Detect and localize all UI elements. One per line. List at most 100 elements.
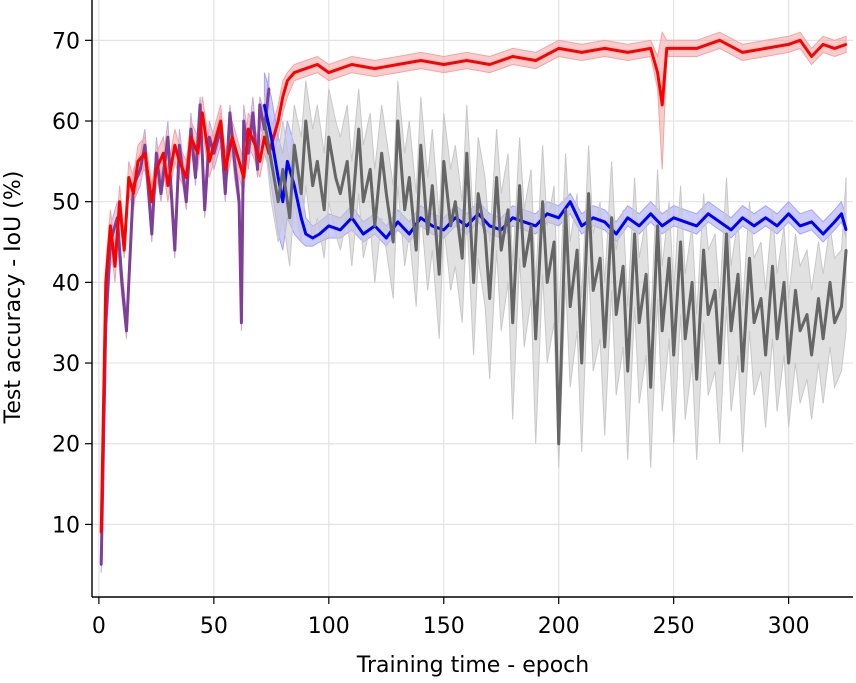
series-2-point-9	[318, 232, 321, 236]
series-1-point-18	[196, 152, 199, 155]
y-tick-label-1: 20	[52, 433, 80, 458]
series-3-point-28	[426, 232, 429, 236]
series-1-point-8	[136, 160, 140, 163]
y-tick-label-3: 40	[52, 271, 80, 296]
series-3-point-5	[293, 144, 296, 147]
series-1-point-63	[798, 39, 802, 42]
series-1-point-41	[373, 67, 376, 70]
series-1-point-38	[316, 63, 319, 66]
series-0-point-17	[194, 176, 197, 179]
series-2-point-4	[286, 160, 289, 163]
series-1-point-16	[185, 176, 188, 179]
series-1-point-22	[219, 119, 222, 123]
series-1-point-57	[672, 47, 675, 50]
series-3-point-88	[771, 265, 774, 268]
x-tick-label-4: 200	[538, 614, 580, 639]
series-2-point-35	[615, 232, 618, 236]
series-3-point-15	[350, 216, 353, 219]
series-3-point-31	[442, 160, 445, 163]
series-3-point-56	[587, 192, 590, 195]
series-1-point-56	[665, 47, 668, 50]
series-0-point-15	[185, 200, 188, 203]
series-3-point-48	[541, 200, 544, 203]
series-2-point-33	[592, 216, 595, 219]
series-3-point-26	[415, 248, 418, 252]
series-1-point-28	[254, 144, 257, 147]
series-1-point-33	[277, 119, 280, 123]
y-axis-label: Test accuracy - IoU (%)	[1, 171, 26, 425]
series-1-point-9	[143, 152, 147, 155]
series-2-point-20	[442, 228, 445, 232]
series-2-point-52	[810, 220, 813, 224]
series-0-point-8	[143, 144, 147, 147]
series-3-point-75	[695, 378, 698, 381]
series-3-point-22	[392, 240, 395, 244]
series-1-point-47	[511, 55, 514, 58]
series-2-point-56	[844, 228, 848, 232]
series-2-point-7	[304, 232, 307, 236]
series-3-point-19	[373, 224, 376, 228]
series-0-point-23	[224, 192, 227, 195]
series-2-point-50	[787, 212, 790, 215]
series-2-point-19	[431, 224, 434, 228]
series-3-point-2	[277, 200, 280, 203]
series-3-point-16	[357, 127, 360, 131]
x-tick-label-6: 300	[768, 614, 810, 639]
series-3-point-73	[684, 337, 687, 340]
series-1-point-49	[557, 47, 560, 50]
series-3-point-67	[649, 386, 652, 389]
series-1-point-0	[100, 531, 103, 534]
series-3-point-11	[327, 135, 330, 139]
series-1-point-36	[293, 71, 296, 74]
series-3-point-40	[495, 176, 498, 179]
series-2-point-15	[385, 236, 388, 240]
series-2-point-53	[821, 232, 825, 236]
series-0-point-13	[173, 248, 176, 252]
series-1-point-40	[350, 63, 353, 66]
series-2-point-1	[270, 135, 273, 139]
series-3-point-13	[339, 192, 342, 195]
series-0-point-11	[159, 192, 163, 195]
series-1-point-48	[534, 59, 537, 62]
y-tick-label-5: 60	[52, 110, 80, 135]
x-tick-label-2: 100	[308, 614, 350, 639]
series-3-point-47	[534, 337, 537, 340]
series-2-point-37	[638, 224, 641, 228]
series-3-point-101	[844, 248, 848, 252]
series-3-point-81	[729, 329, 733, 332]
series-3-point-93	[798, 329, 802, 332]
series-0-point-27	[240, 321, 243, 324]
series-3-point-52	[564, 208, 567, 211]
series-1-point-20	[208, 160, 211, 163]
series-1-point-55	[661, 103, 664, 107]
series-3-point-85	[752, 321, 756, 324]
series-1-point-35	[286, 79, 289, 82]
series-3-point-77	[707, 313, 710, 316]
x-tick-label-1: 50	[200, 614, 228, 639]
series-3-point-18	[369, 168, 372, 171]
series-0-point-10	[155, 152, 158, 155]
series-3-point-97	[821, 337, 825, 340]
series-3-point-66	[644, 273, 648, 276]
series-2-point-49	[775, 224, 779, 228]
y-tick-label-6: 70	[52, 29, 80, 54]
series-3-point-72	[679, 240, 682, 244]
y-tick-label-2: 30	[52, 352, 80, 377]
series-1-point-30	[263, 135, 266, 139]
series-1-point-2	[109, 224, 112, 228]
series-3-point-96	[817, 297, 820, 300]
series-2-point-17	[408, 232, 411, 236]
x-axis-label: Training time - epoch	[356, 653, 589, 678]
series-3-point-63	[626, 369, 629, 373]
series-3-point-29	[431, 184, 434, 187]
series-2-point-32	[580, 224, 583, 228]
series-3-point-42	[506, 208, 510, 211]
series-1-point-15	[178, 160, 181, 163]
series-0-point-4	[120, 281, 124, 284]
series-2-point-27	[523, 220, 526, 224]
series-3-point-34	[461, 257, 464, 260]
series-1-point-1	[104, 281, 108, 284]
series-0-point-12	[166, 135, 170, 139]
series-3-point-87	[764, 353, 767, 357]
